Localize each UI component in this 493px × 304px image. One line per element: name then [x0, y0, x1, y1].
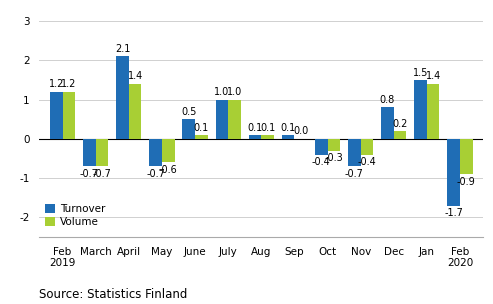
Text: 0.8: 0.8	[380, 95, 395, 105]
Bar	[162, 139, 175, 162]
Bar	[129, 84, 141, 139]
Text: 0.1: 0.1	[247, 123, 263, 133]
Text: -0.4: -0.4	[357, 157, 376, 167]
Bar	[348, 139, 360, 166]
Text: 0.1: 0.1	[260, 123, 275, 133]
Bar	[327, 139, 340, 151]
Text: 1.4: 1.4	[425, 71, 441, 81]
Text: -1.7: -1.7	[444, 208, 463, 218]
Text: 1.0: 1.0	[214, 87, 230, 97]
Text: -0.6: -0.6	[159, 165, 177, 175]
Text: 0.1: 0.1	[194, 123, 209, 133]
Bar	[381, 107, 394, 139]
Bar	[315, 139, 327, 154]
Bar	[195, 135, 208, 139]
Bar	[83, 139, 96, 166]
Bar	[248, 135, 261, 139]
Bar	[149, 139, 162, 166]
Bar	[394, 131, 406, 139]
Bar	[182, 119, 195, 139]
Bar	[261, 135, 274, 139]
Text: 1.5: 1.5	[413, 67, 428, 78]
Bar	[282, 135, 294, 139]
Bar	[360, 139, 373, 154]
Bar	[215, 99, 228, 139]
Bar	[460, 139, 473, 174]
Text: 1.2: 1.2	[61, 79, 76, 89]
Text: 2.1: 2.1	[115, 44, 130, 54]
Text: -0.7: -0.7	[345, 169, 364, 179]
Text: -0.3: -0.3	[324, 153, 343, 163]
Text: 1.0: 1.0	[227, 87, 242, 97]
Bar	[228, 99, 241, 139]
Text: -0.7: -0.7	[93, 169, 111, 179]
Text: -0.7: -0.7	[80, 169, 99, 179]
Text: 0.0: 0.0	[293, 126, 308, 136]
Bar	[116, 56, 129, 139]
Bar	[427, 84, 439, 139]
Bar	[63, 92, 75, 139]
Text: 0.5: 0.5	[181, 107, 197, 117]
Bar	[414, 80, 427, 139]
Text: 1.2: 1.2	[49, 79, 64, 89]
Text: -0.4: -0.4	[312, 157, 331, 167]
Text: 0.1: 0.1	[281, 123, 296, 133]
Legend: Turnover, Volume: Turnover, Volume	[45, 204, 106, 227]
Text: 0.2: 0.2	[392, 119, 408, 129]
Text: -0.9: -0.9	[457, 177, 476, 187]
Bar	[50, 92, 63, 139]
Bar	[96, 139, 108, 166]
Text: -0.7: -0.7	[146, 169, 165, 179]
Text: 1.4: 1.4	[128, 71, 143, 81]
Text: Source: Statistics Finland: Source: Statistics Finland	[39, 288, 188, 301]
Bar	[447, 139, 460, 206]
